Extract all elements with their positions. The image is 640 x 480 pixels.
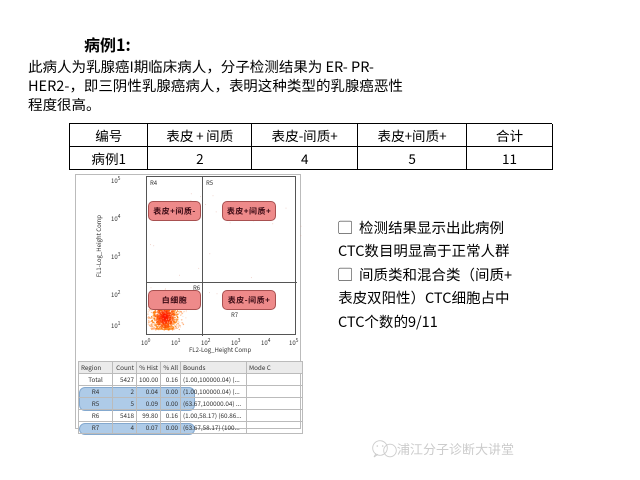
- svg-text:浦江分子诊断大讲堂: 浦江分子诊断大讲堂: [397, 440, 514, 458]
